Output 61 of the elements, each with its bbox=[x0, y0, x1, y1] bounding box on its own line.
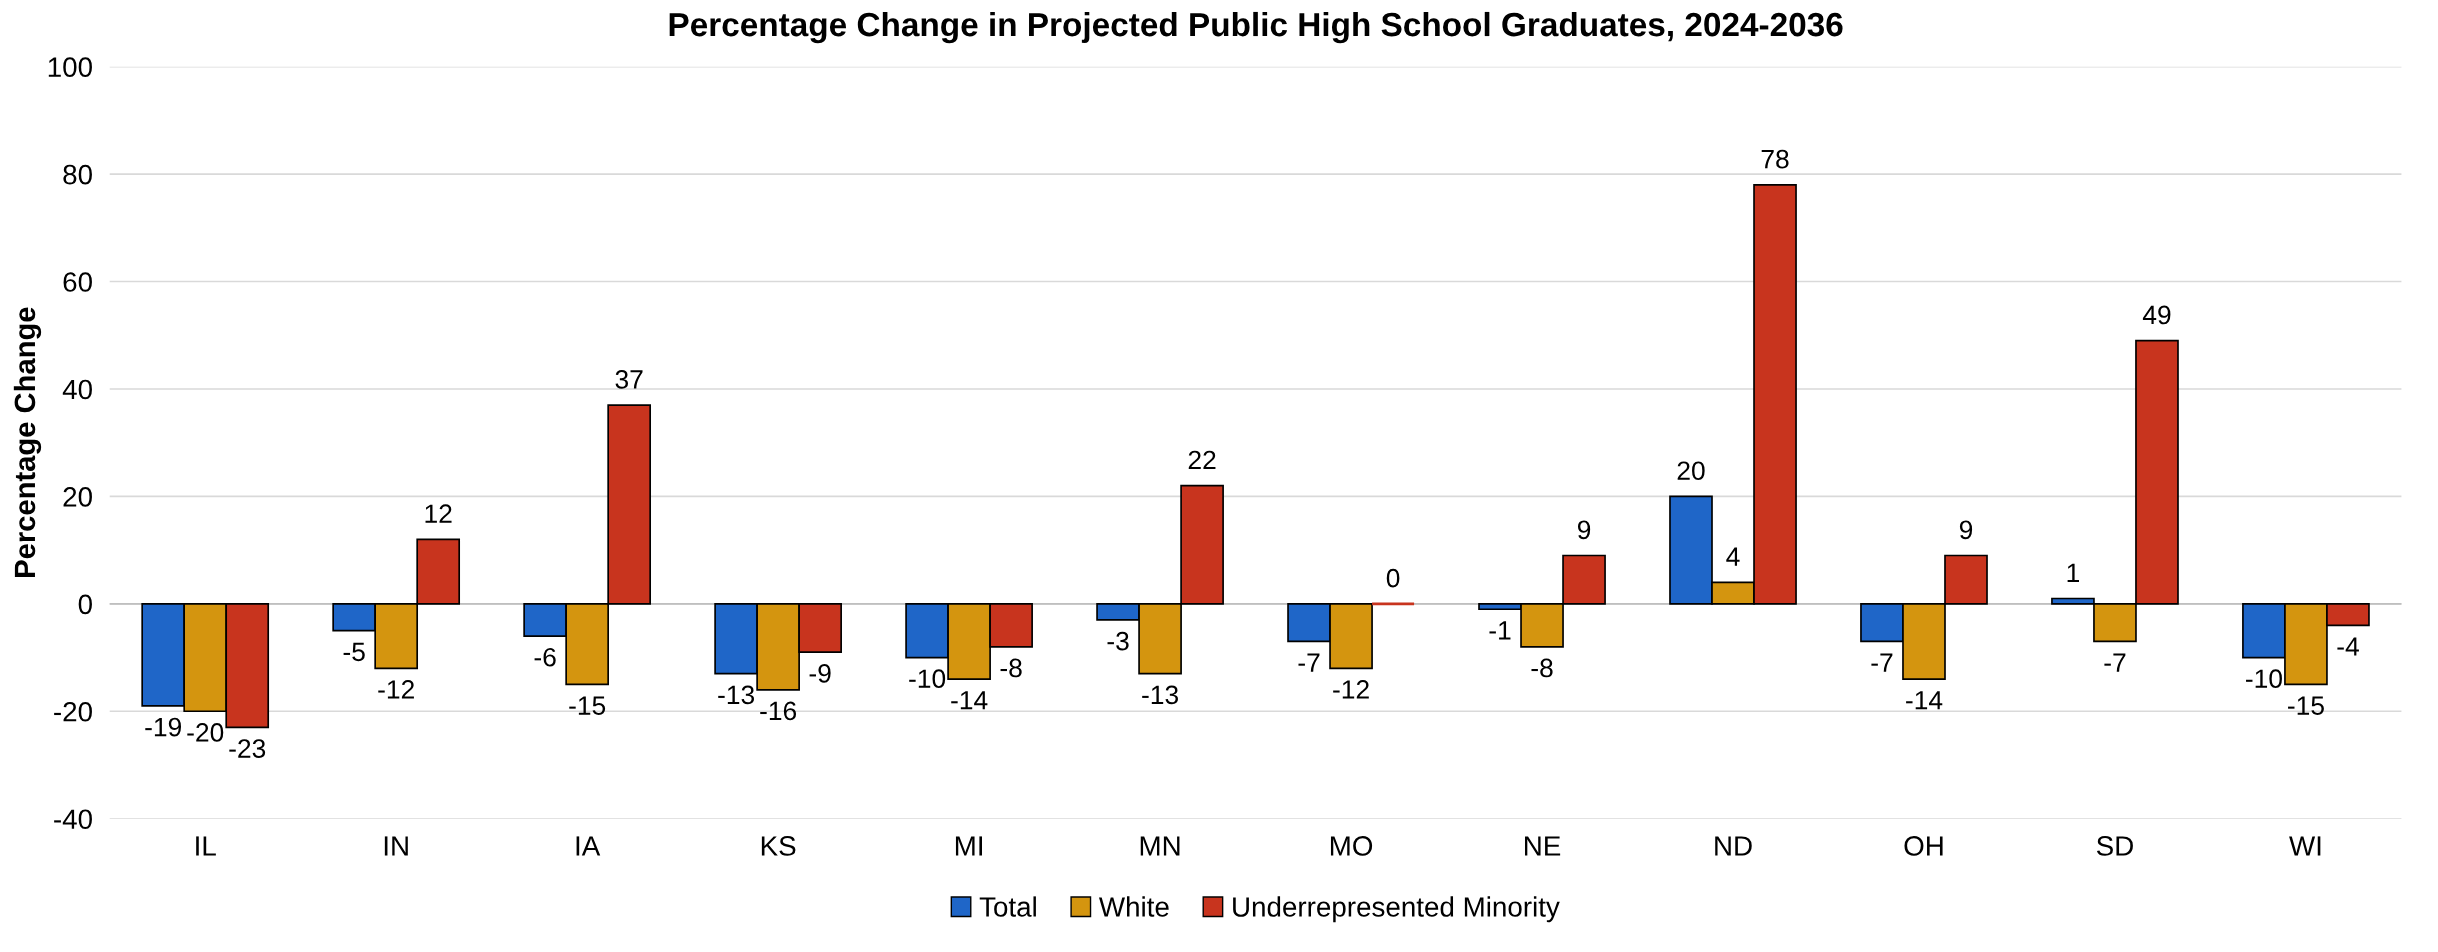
y-tick-label: 60 bbox=[63, 272, 92, 292]
y-tick-label: -20 bbox=[54, 701, 92, 722]
data-label: -7 bbox=[1298, 653, 1320, 672]
data-label: 37 bbox=[615, 370, 643, 389]
data-label: -19 bbox=[145, 717, 181, 737]
y-axis-title: Percentage Change bbox=[13, 307, 42, 577]
data-label: -13 bbox=[718, 685, 755, 705]
data-label: -8 bbox=[1000, 658, 1022, 678]
data-label: -16 bbox=[760, 701, 797, 721]
data-label: 78 bbox=[1761, 149, 1789, 169]
data-label: -23 bbox=[229, 739, 266, 758]
y-tick-label: -40 bbox=[54, 809, 92, 830]
x-tick-label: OH bbox=[1904, 836, 1943, 856]
data-label: -15 bbox=[2288, 696, 2324, 715]
x-tick-label: KS bbox=[761, 836, 796, 856]
data-label: -13 bbox=[1142, 685, 1178, 705]
data-label: -7 bbox=[2104, 653, 2126, 672]
data-label: 20 bbox=[1677, 461, 1705, 481]
data-label: -4 bbox=[2337, 637, 2359, 656]
data-label: -1 bbox=[1489, 621, 1511, 640]
x-tick-label: IL bbox=[196, 836, 216, 856]
y-tick-label: 80 bbox=[63, 164, 92, 185]
data-label: -14 bbox=[951, 691, 988, 710]
data-label: -12 bbox=[1333, 680, 1369, 699]
data-label: 9 bbox=[1577, 520, 1591, 540]
x-tick-label: WI bbox=[2289, 836, 2321, 856]
data-label: -3 bbox=[1107, 631, 1129, 651]
legend-label: White bbox=[1098, 896, 1169, 917]
data-label: 1 bbox=[2067, 563, 2079, 582]
x-tick-label: SD bbox=[2096, 836, 2133, 856]
data-label: -12 bbox=[378, 680, 414, 699]
data-label: -20 bbox=[187, 723, 224, 742]
data-label: -15 bbox=[569, 696, 606, 715]
x-tick-label: MO bbox=[1330, 836, 1373, 856]
x-tick-label: IN bbox=[384, 836, 408, 856]
x-tick-label: NE bbox=[1525, 836, 1561, 856]
data-label: -5 bbox=[343, 642, 365, 662]
data-label: 49 bbox=[2142, 305, 2171, 325]
y-tick-label: 20 bbox=[63, 487, 92, 507]
data-label: 12 bbox=[425, 504, 452, 523]
y-tick-label: 40 bbox=[62, 379, 92, 400]
data-label: 9 bbox=[1959, 520, 1973, 540]
legend-label: Underrepresented Minority bbox=[1233, 896, 1560, 923]
data-label: -7 bbox=[1871, 653, 1893, 672]
data-label: -6 bbox=[534, 647, 556, 667]
data-label: 0 bbox=[1386, 568, 1400, 588]
data-label: -10 bbox=[909, 669, 946, 689]
data-label: 22 bbox=[1188, 450, 1216, 470]
data-label: -14 bbox=[1906, 691, 1943, 710]
x-tick-label: ND bbox=[1715, 836, 1752, 856]
data-label: -8 bbox=[1531, 658, 1553, 678]
x-tick-label: IA bbox=[576, 836, 601, 856]
data-label: 4 bbox=[1726, 547, 1740, 566]
chart-title: Percentage Change in Projected Public High School Graduates, 2024-2036 bbox=[669, 11, 1843, 44]
x-tick-label: MN bbox=[1140, 836, 1180, 856]
x-tick-label: MI bbox=[955, 836, 982, 856]
y-tick-label: 100 bbox=[48, 57, 92, 77]
legend-label: Total bbox=[979, 896, 1036, 917]
data-label: -10 bbox=[2246, 669, 2282, 689]
data-label: -9 bbox=[809, 664, 831, 683]
y-tick-label: 0 bbox=[78, 594, 92, 615]
